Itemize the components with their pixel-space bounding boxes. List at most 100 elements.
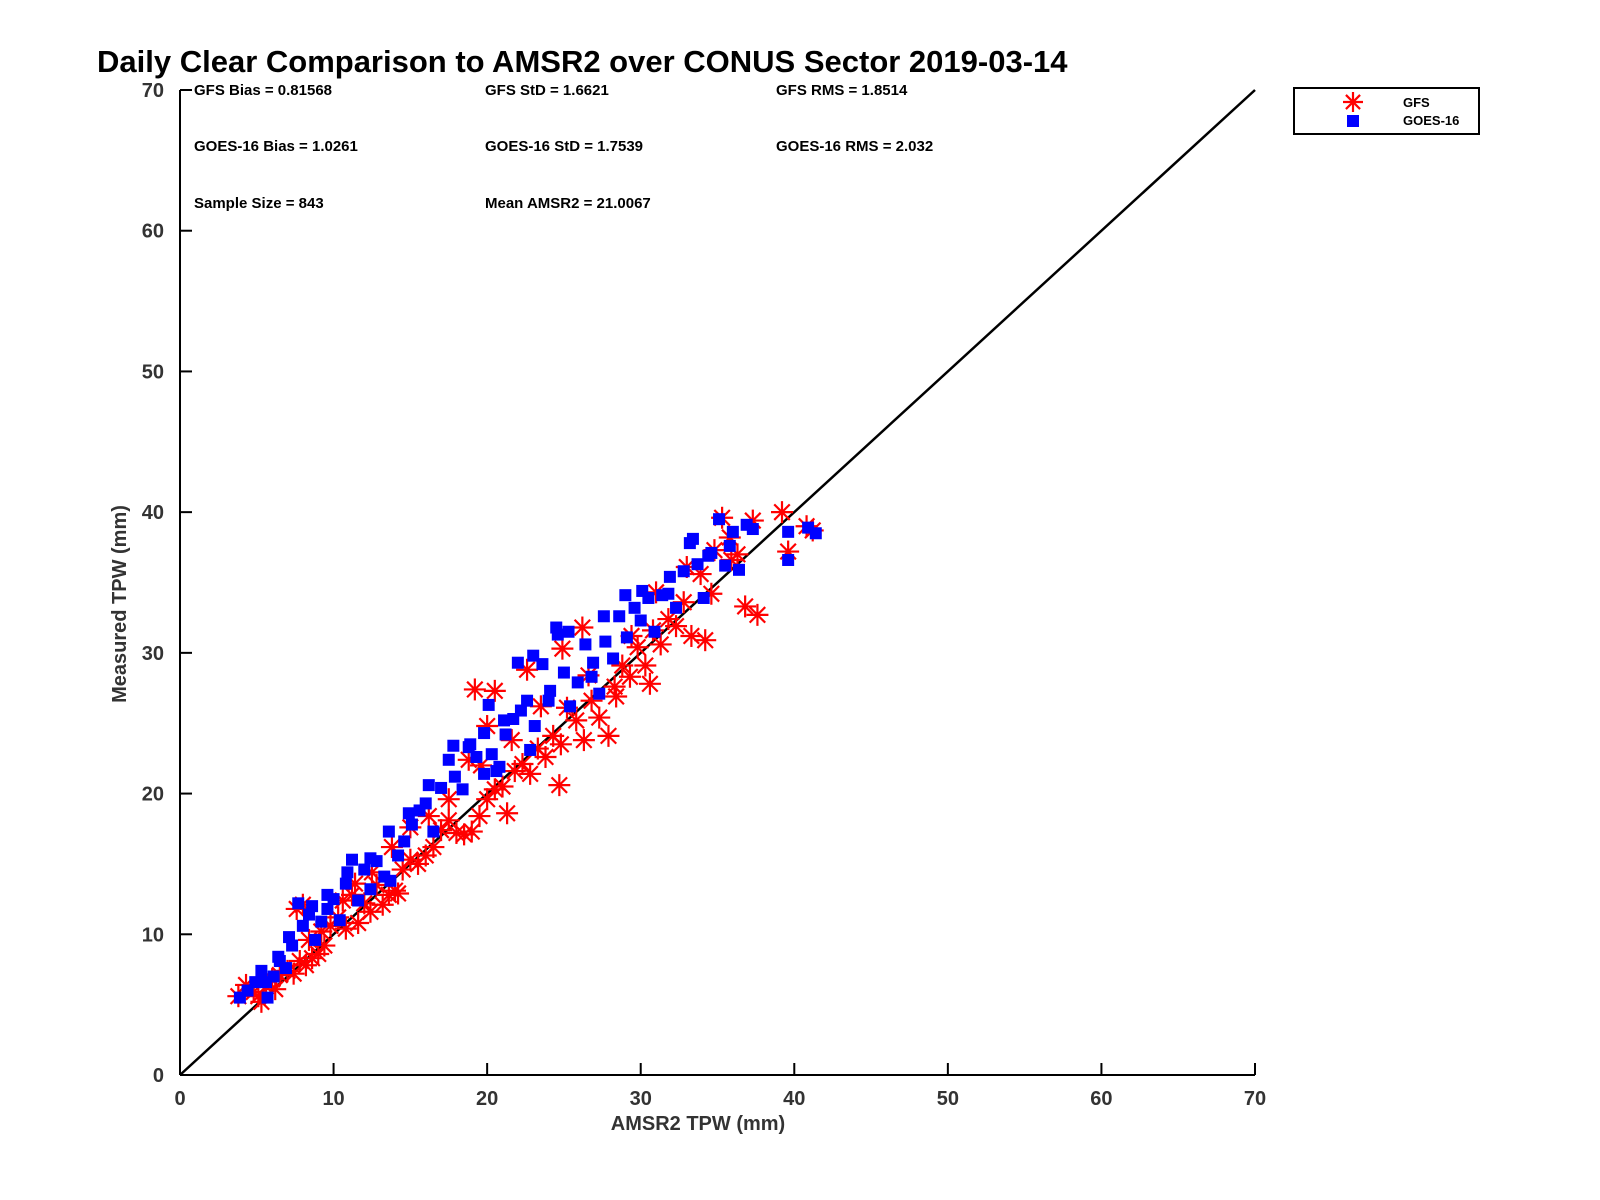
goes16-point: [442, 753, 455, 766]
goes16-point: [662, 587, 675, 600]
y-ticks: 0 10 20 30 40 50 60 70: [142, 80, 192, 1087]
goes16-point: [571, 676, 584, 689]
goes16-point: [470, 750, 483, 763]
goes16-point: [279, 962, 292, 975]
x-tick-label: 0: [174, 1088, 185, 1110]
goes16-point: [272, 950, 285, 963]
legend-box: [1293, 87, 1480, 135]
y-axis-label: Measured TPW (mm): [109, 505, 131, 703]
goes16-point: [686, 532, 699, 545]
goes16-point: [670, 601, 683, 614]
goes16-point: [402, 807, 415, 820]
gfs-point: [453, 823, 476, 846]
goes16-point: [723, 539, 736, 552]
goes16-point: [405, 818, 418, 831]
goes16-point: [551, 628, 564, 641]
x-ticks: 0 10 20 30 40 50 60 70: [174, 1063, 1266, 1110]
goes16-point: [478, 767, 491, 780]
x-tick-label: 50: [937, 1088, 959, 1110]
stat-goes-rms: GOES-16 RMS = 2.032: [776, 138, 933, 155]
goes16-point: [648, 625, 661, 638]
legend-goes16-label: GOES-16: [1403, 113, 1459, 128]
stat-mean-amsr2: Mean AMSR2 = 21.0067: [485, 195, 651, 212]
x-tick-label: 30: [630, 1088, 652, 1110]
gfs-point: [422, 836, 445, 859]
gfs-point: [618, 665, 641, 688]
gfs-point: [597, 724, 620, 747]
x-axis-label: AMSR2 TPW (mm): [611, 1113, 785, 1135]
stat-gfs-bias: GFS Bias = 0.81568: [194, 82, 332, 99]
goes16-point: [620, 631, 633, 644]
y-tick-label: 0: [153, 1065, 164, 1087]
gfs-point: [437, 788, 460, 811]
gfs-point: [771, 501, 793, 524]
gfs-point: [571, 616, 594, 639]
goes16-point: [782, 553, 795, 566]
gfs-point: [572, 729, 595, 752]
y-tick-label: 20: [142, 784, 164, 806]
goes16-point: [321, 902, 334, 915]
goes16-point: [261, 991, 274, 1004]
goes16-point: [719, 559, 732, 572]
goes16-point: [346, 853, 358, 866]
gfs-point: [468, 805, 491, 828]
goes16-point: [382, 825, 395, 838]
goes16-point: [482, 698, 495, 711]
gfs-point: [387, 882, 410, 905]
goes16-point: [499, 728, 512, 741]
plot-area: 0 10 20 30 40 50 60 70 0 10 20 30 40 50 60 70: [142, 80, 1266, 1110]
legend-goes16-marker: [1347, 115, 1359, 127]
goes16-point: [435, 781, 448, 794]
gfs-point: [680, 624, 703, 647]
goes16-point: [384, 874, 397, 887]
gfs-point: [437, 809, 460, 832]
goes16-point: [478, 727, 491, 740]
goes16-point: [746, 523, 759, 536]
goes16-point: [427, 825, 440, 838]
goes16-point: [260, 976, 272, 989]
goes16-point: [564, 700, 577, 713]
goes16-point: [677, 565, 690, 578]
stat-goes-std: GOES-16 StD = 1.7539: [485, 138, 643, 155]
gfs-point: [565, 709, 588, 732]
goes16-point: [713, 513, 726, 526]
goes16-point: [562, 625, 575, 638]
gfs-point: [588, 706, 611, 729]
goes16-point: [607, 652, 620, 665]
goes16-point: [341, 866, 354, 879]
goes16-point: [636, 584, 649, 597]
goes16-point: [524, 743, 537, 756]
goes16-point: [557, 666, 570, 679]
goes16-point: [528, 720, 541, 733]
y-tick-label: 50: [142, 361, 164, 383]
stat-sample-size: Sample Size = 843: [194, 195, 324, 212]
goes16-point: [527, 649, 540, 662]
gfs-point: [491, 775, 514, 798]
goes16-point: [333, 914, 346, 927]
goes16-point: [352, 894, 365, 907]
goes16-point: [490, 765, 503, 778]
stat-gfs-rms: GFS RMS = 1.8514: [776, 82, 908, 99]
gfs-point: [634, 654, 657, 677]
gfs-point: [605, 685, 628, 708]
goes16-point: [358, 863, 371, 876]
y-tick-label: 60: [142, 221, 164, 243]
legend-goes16-square: [1347, 115, 1359, 127]
stat-goes-bias: GOES-16 Bias = 1.0261: [194, 138, 358, 155]
goes16-point: [593, 687, 606, 700]
x-tick-label: 20: [476, 1088, 498, 1110]
goes16-point: [456, 783, 469, 796]
gfs-point: [534, 745, 557, 768]
gfs-point: [549, 733, 572, 756]
gfs-point: [746, 603, 769, 626]
goes16-point: [447, 739, 460, 752]
stats-block: GFS Bias = 0.81568 GFS StD = 1.6621 GFS …: [194, 82, 933, 212]
chart-title: Daily Clear Comparison to AMSR2 over CON…: [97, 44, 1068, 79]
goes16-point: [392, 849, 405, 862]
y-tick-label: 10: [142, 924, 164, 946]
goes16-point: [542, 694, 555, 707]
goes16-point: [587, 656, 600, 669]
goes16-series: [233, 513, 822, 1004]
goes16-point: [485, 748, 498, 761]
